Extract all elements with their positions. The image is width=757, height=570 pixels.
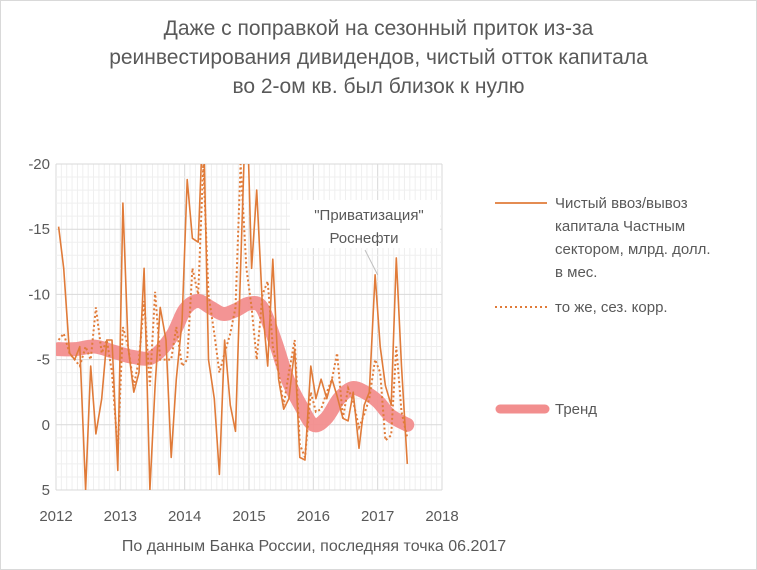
x-tick-label: 2016 (297, 508, 330, 525)
y-tick-label: -15 (28, 221, 50, 238)
legend-trend-label: Тренд (555, 401, 597, 418)
legend-net-flow-line-4: в мес. (555, 264, 597, 281)
y-tick-labels: -20 -15 -10 -5 0 5 (28, 156, 50, 499)
annotation-box (290, 200, 440, 248)
title-line-2: реинвестирования дивидендов, чистый отто… (109, 46, 648, 69)
legend-net-flow-line-3: сектором, млрд. долл. (555, 241, 711, 258)
y-tick-label: -5 (37, 352, 50, 369)
x-tick-label: 2013 (104, 508, 137, 525)
x-tick-label: 2017 (361, 508, 394, 525)
series-group (56, 164, 415, 490)
y-tick-label: -20 (28, 156, 50, 173)
series-line-trend (56, 293, 415, 433)
annotation-privatization: "Приватизация" Роснефти (290, 200, 440, 276)
series-line-net-flow (57, 164, 409, 490)
x-tick-label: 2018 (425, 508, 458, 525)
legend: Чистый ввоз/вывоз капитала Частным секто… (495, 195, 711, 418)
title-line-3: во 2-ом кв. был близок к нулю (232, 75, 525, 98)
legend-seasonal-label: то же, сез. корр. (555, 299, 668, 316)
y-tick-label: 0 (42, 417, 50, 434)
annotation-line-2: Роснефти (329, 230, 398, 247)
legend-net-flow-line-2: капитала Частным (555, 218, 685, 235)
x-tick-label: 2015 (232, 508, 265, 525)
annotation-line-1: "Приватизация" (314, 207, 424, 224)
chart-title: Даже с поправкой на сезонный приток из-з… (0, 14, 757, 101)
legend-net-flow-line-1: Чистый ввоз/вывоз (555, 195, 688, 212)
x-tick-labels: 2012 2013 2014 2015 2016 2017 2018 (39, 508, 458, 525)
x-tick-label: 2014 (168, 508, 201, 525)
y-tick-label: 5 (42, 482, 50, 499)
title-line-1: Даже с поправкой на сезонный приток из-з… (163, 17, 594, 40)
source-note: По данным Банка России, последняя точка … (121, 538, 507, 555)
x-tick-label: 2012 (39, 508, 72, 525)
y-tick-label: -10 (28, 286, 50, 303)
annotation-leader-line (364, 249, 379, 276)
series-line-seasonal-adjusted (57, 164, 409, 458)
